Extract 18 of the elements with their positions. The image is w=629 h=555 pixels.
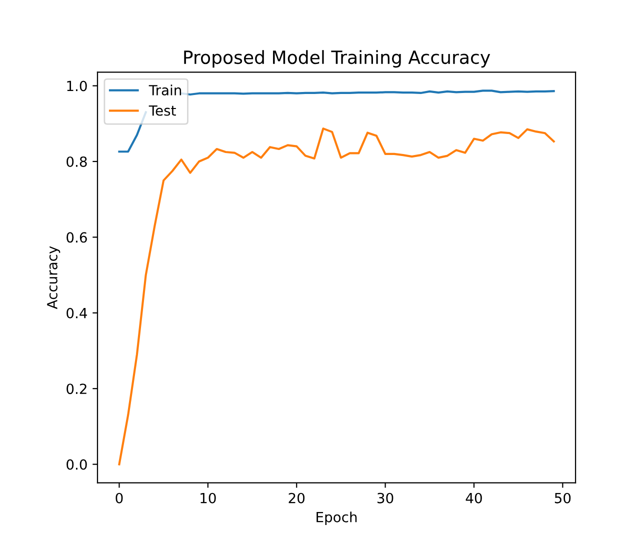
line-series: [118, 128, 555, 466]
y-tick-label: 0.8: [66, 156, 87, 167]
x-tick-label: 20: [288, 492, 305, 504]
legend-label: Train: [148, 84, 182, 96]
y-axis-title: Accuracy: [47, 246, 60, 310]
x-axis-title: Epoch: [316, 512, 357, 526]
x-tick-label: 40: [466, 492, 482, 504]
y-tick-label: 0.0: [66, 459, 87, 470]
y-tick-label: 0.4: [66, 308, 87, 318]
x-tick-label: 50: [554, 492, 571, 504]
x-tick-label: 0: [116, 492, 123, 504]
legend-label: Test: [148, 105, 176, 116]
y-tick-label: 0.2: [66, 384, 86, 394]
x-tick-label: 30: [378, 492, 394, 504]
chart-title: Proposed Model Training Accuracy: [184, 50, 490, 68]
y-tick-label: 0.6: [66, 232, 87, 243]
y-tick-label: 1.0: [67, 80, 87, 92]
x-tick-label: 10: [200, 492, 216, 504]
